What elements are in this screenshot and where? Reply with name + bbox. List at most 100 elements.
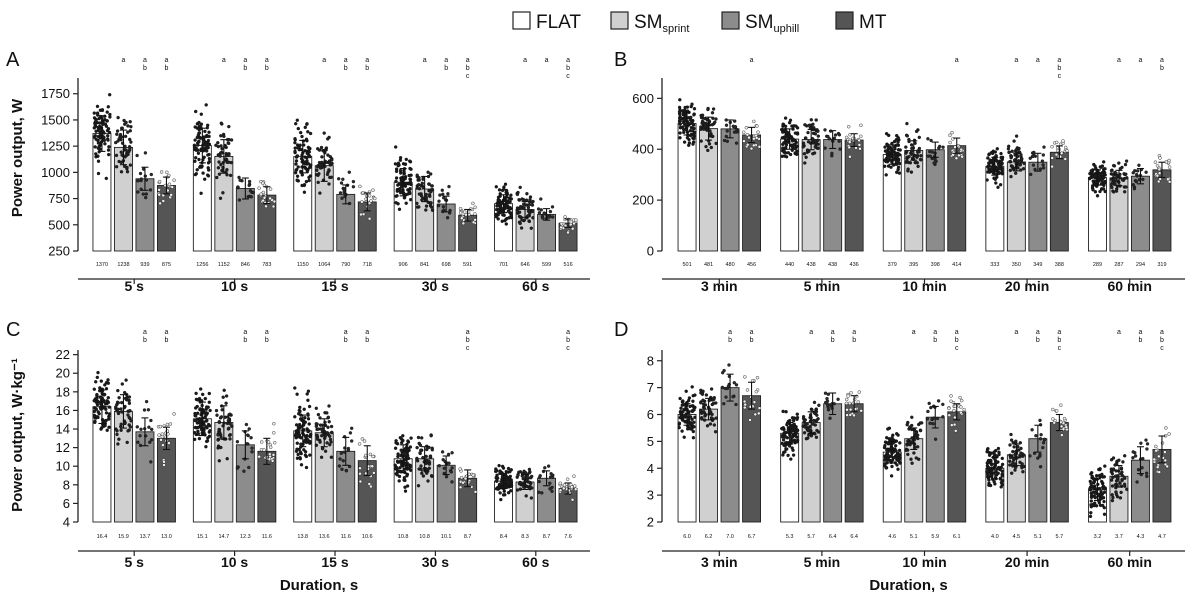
data-point — [680, 429, 684, 433]
data-point — [437, 464, 441, 468]
data-point — [563, 223, 568, 228]
data-point — [429, 172, 433, 176]
data-point — [395, 467, 399, 471]
data-point — [92, 409, 97, 414]
data-point — [203, 396, 208, 401]
data-point — [302, 182, 307, 187]
y-tick-label: 1500 — [41, 112, 70, 127]
data-point — [836, 397, 840, 401]
data-point — [96, 134, 101, 139]
x-category-label: 60 min — [1108, 554, 1152, 570]
data-point — [570, 498, 575, 502]
data-point — [806, 130, 810, 135]
data-point — [398, 466, 402, 470]
data-point — [1088, 487, 1092, 491]
data-point — [859, 123, 863, 128]
data-point — [690, 409, 694, 413]
data-point — [756, 130, 760, 134]
data-point — [430, 474, 434, 478]
bar-value-label: 1064 — [318, 262, 330, 268]
data-point — [136, 179, 140, 183]
data-point — [165, 170, 169, 175]
significance-letter: a — [164, 57, 168, 64]
y-tick-label: 400 — [632, 142, 654, 157]
y-tick-label: 5 — [647, 434, 654, 449]
data-point — [308, 131, 313, 136]
data-point — [307, 422, 311, 426]
data-point — [326, 137, 330, 141]
bar-value-label: 15.1 — [197, 534, 208, 540]
data-point — [498, 491, 502, 495]
data-point — [351, 179, 356, 184]
legend-swatch-sm-sprint — [610, 11, 629, 30]
data-point — [340, 467, 344, 471]
significance-letter: a — [545, 57, 549, 64]
data-point — [499, 482, 504, 487]
data-point — [677, 105, 682, 110]
bar-value-label: 591 — [463, 262, 472, 268]
data-point — [328, 434, 332, 438]
y-axis-title: Power output, W — [9, 98, 26, 217]
bar-value-label: 698 — [442, 262, 451, 268]
data-point — [504, 469, 508, 474]
data-point — [678, 122, 682, 126]
legend-label-sm-sprint: SMsprint — [634, 12, 689, 35]
data-point — [722, 402, 726, 406]
data-point — [1137, 163, 1141, 168]
data-point — [1000, 469, 1004, 473]
bar-value-label: 4.5 — [1013, 534, 1021, 540]
data-point — [272, 422, 276, 426]
data-point — [1110, 484, 1115, 488]
data-point — [269, 445, 273, 449]
significance-letter: a — [322, 57, 326, 64]
bar-value-label: 8.7 — [543, 534, 551, 540]
data-point — [837, 139, 841, 143]
data-point — [714, 141, 718, 146]
data-point — [367, 194, 372, 198]
data-point — [518, 487, 523, 491]
data-point — [917, 146, 922, 151]
data-point — [337, 177, 341, 181]
data-point — [425, 471, 429, 475]
data-point — [200, 392, 205, 397]
data-point — [194, 397, 199, 402]
data-point — [1091, 179, 1095, 183]
data-point — [752, 136, 756, 141]
data-point — [295, 392, 299, 396]
data-point — [113, 140, 118, 145]
data-point — [200, 164, 204, 169]
data-point — [399, 179, 404, 183]
data-point — [172, 178, 176, 182]
data-point — [473, 212, 477, 216]
data-point — [936, 399, 941, 403]
data-point — [408, 159, 412, 163]
data-point — [199, 112, 204, 116]
bar-value-label: 939 — [140, 262, 149, 268]
data-point — [329, 455, 334, 459]
data-point — [125, 169, 130, 174]
data-point — [1038, 418, 1042, 423]
data-point — [684, 389, 688, 393]
data-point — [296, 452, 300, 457]
significance-letter: b — [265, 337, 269, 344]
bar-value-label: 15.9 — [118, 534, 129, 540]
data-point — [298, 457, 302, 461]
data-point — [107, 92, 112, 97]
data-point — [782, 135, 786, 139]
data-point — [931, 422, 935, 426]
data-point — [293, 170, 298, 175]
significance-letter: a — [523, 57, 527, 64]
data-point — [1157, 167, 1162, 172]
data-point — [548, 487, 552, 491]
data-point — [217, 172, 222, 176]
data-point — [193, 146, 197, 150]
bar-value-label: 6.7 — [748, 534, 756, 540]
data-point — [896, 135, 900, 140]
data-point — [947, 406, 951, 411]
data-point — [682, 130, 686, 135]
data-point — [299, 130, 303, 135]
data-point — [415, 445, 419, 450]
data-point — [992, 176, 996, 181]
data-point — [895, 453, 899, 458]
data-point — [1110, 172, 1115, 177]
